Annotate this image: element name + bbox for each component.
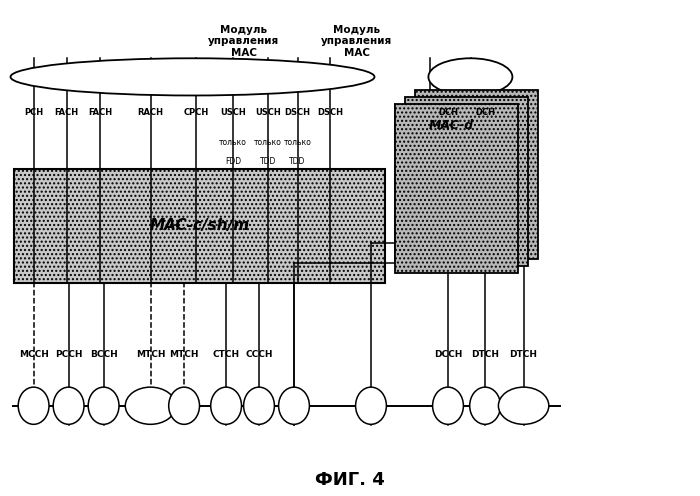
Text: Модуль
управления
MAC: Модуль управления MAC [208, 25, 279, 58]
Ellipse shape [53, 387, 84, 424]
Text: только: только [219, 137, 247, 147]
Text: CTCH: CTCH [213, 350, 239, 359]
Ellipse shape [10, 58, 374, 95]
Text: Модуль
управления
MAC: Модуль управления MAC [321, 25, 393, 58]
Text: FDD: FDD [225, 158, 242, 167]
Ellipse shape [498, 387, 549, 424]
Ellipse shape [169, 387, 199, 424]
Text: MAC-c/sh/m: MAC-c/sh/m [149, 218, 250, 233]
Text: DSCH: DSCH [284, 108, 311, 117]
Ellipse shape [279, 387, 309, 424]
Text: DSCH: DSCH [317, 108, 344, 117]
Text: CCCH: CCCH [245, 350, 273, 359]
Bar [405, 97, 528, 266]
Ellipse shape [356, 387, 386, 424]
Text: DCCH: DCCH [434, 350, 462, 359]
Text: USCH: USCH [220, 108, 246, 117]
Text: только: только [284, 137, 312, 147]
Text: ФИГ. 4: ФИГ. 4 [315, 471, 385, 489]
Text: PCH: PCH [24, 108, 43, 117]
Text: USCH: USCH [256, 108, 281, 117]
Ellipse shape [125, 387, 176, 424]
Ellipse shape [433, 387, 463, 424]
Text: DCH: DCH [475, 108, 495, 117]
Text: MAC-d: MAC-d [429, 119, 474, 132]
Text: TDD: TDD [260, 158, 276, 167]
Text: только: только [254, 137, 282, 147]
Ellipse shape [18, 387, 49, 424]
Text: RACH: RACH [137, 108, 164, 117]
Text: DCH: DCH [438, 108, 458, 117]
Text: DTCH: DTCH [510, 350, 538, 359]
Ellipse shape [244, 387, 274, 424]
Text: CPCH: CPCH [183, 108, 209, 117]
Text: MCCH: MCCH [19, 350, 48, 359]
Text: BCCH: BCCH [90, 350, 118, 359]
Text: PCCH: PCCH [55, 350, 83, 359]
Text: FACH: FACH [55, 108, 78, 117]
Ellipse shape [470, 387, 500, 424]
Bar [14, 169, 385, 283]
Text: FACH: FACH [88, 108, 112, 117]
Bar [395, 104, 518, 273]
Ellipse shape [88, 387, 119, 424]
Ellipse shape [211, 387, 241, 424]
Bar [415, 90, 538, 259]
Text: MTCH: MTCH [169, 350, 199, 359]
Text: TDD: TDD [289, 158, 306, 167]
Ellipse shape [428, 58, 512, 95]
Text: DTCH: DTCH [471, 350, 499, 359]
Text: MTCH: MTCH [136, 350, 165, 359]
